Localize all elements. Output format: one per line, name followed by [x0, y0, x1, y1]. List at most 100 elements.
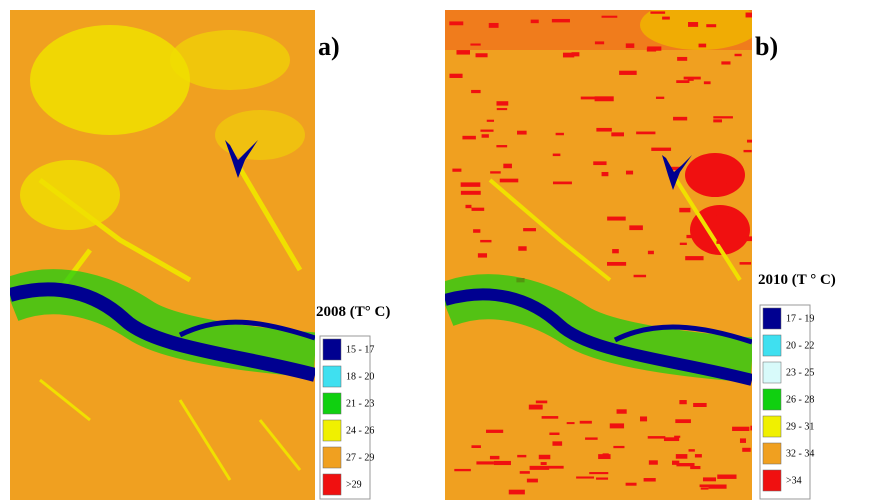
- speckle: [684, 77, 701, 80]
- speckle: [634, 275, 646, 277]
- legend-swatch: [763, 389, 781, 410]
- speckle: [672, 461, 679, 465]
- speckle: [744, 150, 752, 152]
- speckle: [552, 19, 570, 22]
- speckle: [449, 21, 463, 25]
- legend-swatch: [763, 362, 781, 383]
- speckle: [732, 427, 749, 431]
- legend-swatch: [323, 339, 341, 360]
- speckle: [686, 235, 695, 238]
- speckle: [490, 456, 499, 459]
- speckle: [649, 460, 658, 464]
- speckle: [603, 453, 609, 456]
- speckle: [595, 96, 614, 101]
- legend-swatch: [763, 335, 781, 356]
- speckle: [496, 101, 508, 105]
- speckle: [480, 130, 493, 132]
- speckle: [713, 116, 733, 118]
- legend-swatch: [323, 393, 341, 414]
- speckle: [489, 23, 499, 28]
- speckle: [556, 133, 564, 135]
- speckle: [677, 57, 687, 61]
- legend-swatch: [323, 474, 341, 495]
- speckle: [701, 488, 709, 490]
- speckle: [689, 449, 695, 451]
- speckle: [553, 154, 561, 157]
- speckle: [740, 262, 751, 265]
- speckle: [648, 436, 666, 439]
- speckle: [676, 454, 688, 459]
- speckle: [717, 475, 736, 479]
- speckle: [476, 461, 494, 464]
- speckle: [675, 419, 691, 423]
- speckle: [602, 16, 618, 18]
- speckle: [695, 454, 702, 457]
- speckle: [747, 140, 764, 143]
- speckle: [472, 208, 485, 211]
- speckle: [470, 44, 480, 46]
- speckle: [699, 44, 707, 48]
- speckle: [509, 490, 525, 495]
- speckle: [619, 71, 637, 75]
- speckle: [626, 171, 633, 175]
- speckle: [640, 416, 647, 421]
- speckle: [647, 46, 661, 50]
- speckle: [611, 132, 624, 136]
- legend-label: 18 - 20: [346, 371, 374, 382]
- speckle: [580, 421, 592, 424]
- speckle: [449, 74, 462, 78]
- legend-title: 2008 (T° C): [316, 304, 390, 320]
- speckle: [589, 472, 608, 474]
- speckle: [462, 136, 475, 140]
- speckle: [478, 253, 487, 257]
- legend-label: 27 - 29: [346, 452, 374, 463]
- speckle: [497, 108, 507, 110]
- speckle: [536, 401, 547, 404]
- speckle: [636, 132, 655, 135]
- speckle: [596, 477, 608, 479]
- speckle: [461, 182, 481, 186]
- speckle: [476, 53, 488, 57]
- map-b: [445, 0, 764, 500]
- speckle: [703, 477, 716, 481]
- speckle: [688, 22, 698, 27]
- speckle: [673, 117, 687, 121]
- speckle: [494, 461, 511, 465]
- speckle: [676, 80, 689, 83]
- speckle: [648, 251, 654, 254]
- speckle: [539, 455, 551, 459]
- speckle: [596, 128, 611, 132]
- speckle: [523, 228, 536, 231]
- legend-label: 23 - 25: [786, 367, 814, 378]
- speckle: [651, 148, 671, 151]
- legend-label: 17 - 19: [786, 313, 814, 324]
- speckle: [595, 41, 604, 44]
- legend-label: 26 - 28: [786, 394, 814, 405]
- speckle: [711, 213, 728, 216]
- speckle: [746, 236, 764, 241]
- speckle: [461, 191, 481, 195]
- legend-label: >29: [346, 479, 362, 490]
- legend-swatch: [323, 447, 341, 468]
- speckle: [664, 437, 679, 441]
- speckle: [613, 446, 624, 448]
- speckle: [693, 403, 706, 407]
- speckle: [581, 97, 597, 100]
- speckle: [612, 249, 619, 253]
- panel-label: b): [755, 32, 778, 61]
- panel-label: a): [318, 32, 340, 61]
- speckle: [473, 229, 480, 233]
- legend-label: >34: [786, 475, 802, 486]
- speckle: [700, 484, 715, 487]
- speckle: [679, 208, 690, 212]
- speckle: [626, 483, 637, 486]
- speckle: [529, 405, 543, 410]
- speckle: [567, 422, 575, 424]
- speckle: [685, 256, 703, 260]
- speckle: [486, 430, 503, 433]
- speckle: [626, 43, 635, 48]
- speckle: [471, 445, 480, 448]
- speckle: [735, 54, 742, 56]
- speckle: [487, 120, 494, 122]
- speckle: [518, 246, 526, 250]
